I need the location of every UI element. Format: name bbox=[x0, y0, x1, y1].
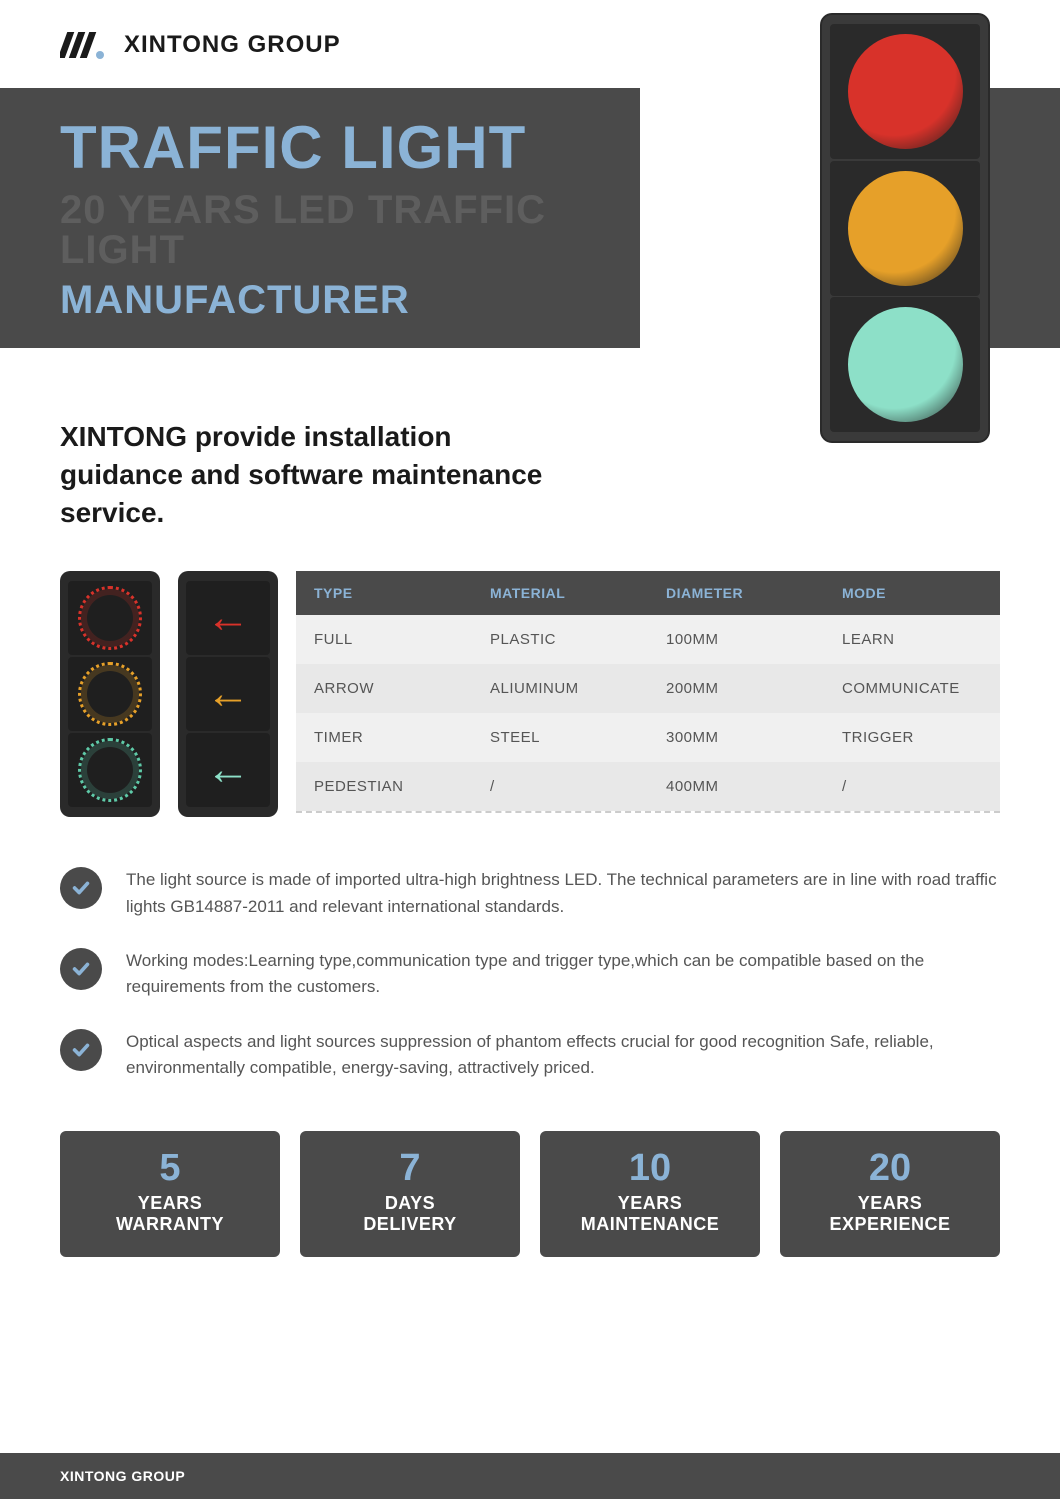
stat-experience: 20 YEARS EXPERIENCE bbox=[780, 1131, 1000, 1257]
th-material: MATERIAL bbox=[472, 571, 648, 615]
table-row: ARROW ALIUMINUM 200MM COMMUNICATE bbox=[296, 664, 1000, 713]
hero: TRAFFIC LIGHT 20 YEARS LED TRAFFIC LIGHT… bbox=[0, 88, 1060, 348]
mini-circle-green bbox=[78, 738, 142, 802]
page: XINTONG GROUP TRAFFIC LIGHT 20 YEARS LED… bbox=[0, 0, 1060, 1499]
stat-line1: YEARS bbox=[70, 1193, 270, 1214]
th-mode: MODE bbox=[824, 571, 1000, 615]
hero-title-2: 20 YEARS LED TRAFFIC LIGHT bbox=[60, 190, 610, 270]
tl-red bbox=[848, 34, 963, 149]
feature-text: The light source is made of imported ult… bbox=[126, 867, 1000, 920]
table-body: FULL PLASTIC 100MM LEARN ARROW ALIUMINUM… bbox=[296, 615, 1000, 813]
stat-line2: DELIVERY bbox=[310, 1214, 510, 1235]
mini-arrow-amber: ← bbox=[196, 662, 260, 726]
stat-delivery: 7 DAYS DELIVERY bbox=[300, 1131, 520, 1257]
table-row: PEDESTIAN / 400MM / bbox=[296, 762, 1000, 811]
feature-item: Optical aspects and light sources suppre… bbox=[60, 1029, 1000, 1082]
tl-amber bbox=[848, 171, 963, 286]
th-diameter: DIAMETER bbox=[648, 571, 824, 615]
feature-list: The light source is made of imported ult… bbox=[0, 817, 1060, 1081]
feature-text: Optical aspects and light sources suppre… bbox=[126, 1029, 1000, 1082]
traffic-light-large bbox=[820, 13, 990, 443]
company-name: XINTONG GROUP bbox=[124, 31, 341, 59]
logo-icon bbox=[60, 30, 110, 60]
tl-slot-red bbox=[830, 24, 980, 159]
stat-line2: EXPERIENCE bbox=[790, 1214, 990, 1235]
mini-arrow-red: ← bbox=[196, 586, 260, 650]
tl-slot-green bbox=[830, 297, 980, 432]
mini-traffic-light-arrows: ← ← ← bbox=[178, 571, 278, 817]
feature-text: Working modes:Learning type,communicatio… bbox=[126, 948, 1000, 1001]
stat-number: 5 bbox=[70, 1149, 270, 1187]
stat-line1: DAYS bbox=[310, 1193, 510, 1214]
check-icon bbox=[60, 1029, 102, 1071]
table-row: TIMER STEEL 300MM TRIGGER bbox=[296, 713, 1000, 762]
mini-circle-amber bbox=[78, 662, 142, 726]
stat-maintenance: 10 YEARS MAINTENANCE bbox=[540, 1131, 760, 1257]
stat-warranty: 5 YEARS WARRANTY bbox=[60, 1131, 280, 1257]
feature-item: Working modes:Learning type,communicatio… bbox=[60, 948, 1000, 1001]
stat-line2: MAINTENANCE bbox=[550, 1214, 750, 1235]
tl-green bbox=[848, 307, 963, 422]
feature-item: The light source is made of imported ult… bbox=[60, 867, 1000, 920]
hero-title-1: TRAFFIC LIGHT bbox=[60, 118, 610, 178]
stats-row: 5 YEARS WARRANTY 7 DAYS DELIVERY 10 YEAR… bbox=[0, 1081, 1060, 1257]
stat-line2: WARRANTY bbox=[70, 1214, 270, 1235]
table-header: TYPE MATERIAL DIAMETER MODE bbox=[296, 571, 1000, 615]
mini-traffic-light-circles bbox=[60, 571, 160, 817]
spec-table: TYPE MATERIAL DIAMETER MODE FULL PLASTIC… bbox=[296, 571, 1000, 813]
stat-number: 7 bbox=[310, 1149, 510, 1187]
mini-circle-red bbox=[78, 586, 142, 650]
stat-number: 20 bbox=[790, 1149, 990, 1187]
footer-text: XINTONG GROUP bbox=[60, 1468, 185, 1484]
hero-banner: TRAFFIC LIGHT 20 YEARS LED TRAFFIC LIGHT… bbox=[0, 88, 640, 348]
check-icon bbox=[60, 867, 102, 909]
hero-title-3: MANUFACTURER bbox=[60, 280, 610, 320]
stat-line1: YEARS bbox=[550, 1193, 750, 1214]
check-icon bbox=[60, 948, 102, 990]
mini-arrow-green: ← bbox=[196, 738, 260, 802]
tl-slot-amber bbox=[830, 161, 980, 296]
mid-section: ← ← ← TYPE MATERIAL DIAMETER MODE FULL P… bbox=[0, 531, 1060, 817]
subheading: XINTONG provide installation guidance an… bbox=[0, 348, 620, 531]
stat-number: 10 bbox=[550, 1149, 750, 1187]
footer: XINTONG GROUP bbox=[0, 1453, 1060, 1499]
th-type: TYPE bbox=[296, 571, 472, 615]
table-row: FULL PLASTIC 100MM LEARN bbox=[296, 615, 1000, 664]
stat-line1: YEARS bbox=[790, 1193, 990, 1214]
